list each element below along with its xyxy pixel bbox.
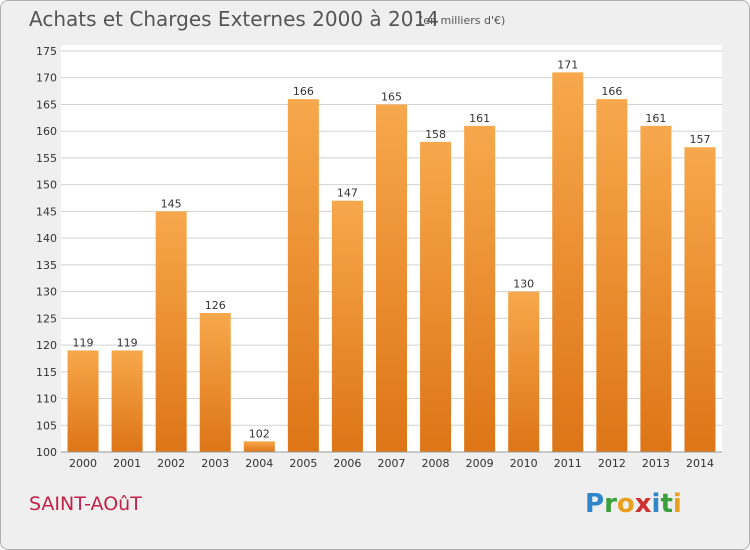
logo-letter: r [604, 489, 617, 519]
logo-letter: i [672, 489, 682, 519]
y-tick-label: 120 [36, 339, 57, 352]
chart-subtitle: (en milliers d'€) [419, 14, 506, 27]
data-label-2004: 102 [249, 427, 270, 440]
x-tick-label-2010: 2010 [510, 457, 538, 470]
data-label-2000: 119 [73, 336, 94, 349]
data-label-2005: 166 [293, 85, 314, 98]
x-tick-label-2000: 2000 [69, 457, 97, 470]
y-tick-label: 135 [36, 259, 57, 272]
x-tick-label-2002: 2002 [157, 457, 185, 470]
y-tick-label: 175 [36, 45, 57, 58]
data-label-2011: 171 [557, 58, 578, 71]
bar-2010 [508, 291, 540, 452]
x-tick-label-2014: 2014 [686, 457, 714, 470]
y-axis-ticks: 100 105 110 115 120 125 130 135 140 145 150 155 160 1… [36, 45, 57, 459]
y-tick-label: 145 [36, 205, 57, 218]
bar-2003 [199, 312, 231, 452]
bar-2012 [596, 99, 628, 453]
x-tick-label-2009: 2009 [466, 457, 494, 470]
x-tick-label-2011: 2011 [554, 457, 582, 470]
logo-letter: o [616, 489, 635, 519]
y-tick-label: 155 [36, 152, 57, 165]
data-label-2008: 158 [425, 128, 446, 141]
bar-2001 [111, 350, 143, 452]
y-tick-label: 160 [36, 125, 57, 138]
y-tick-label: 125 [36, 312, 57, 325]
x-tick-label-2007: 2007 [378, 457, 406, 470]
bar-2013 [640, 125, 672, 452]
chart-title: Achats et Charges Externes 2000 à 2014 [29, 7, 439, 31]
y-tick-label: 150 [36, 179, 57, 192]
x-axis-ticks: 2000 2001 2002 2003 2004 2005 2006 2007 2008 2009… [69, 457, 714, 470]
commune-name: SAINT-AOûT [29, 493, 142, 515]
data-label-2009: 161 [469, 112, 490, 125]
bar-2000 [67, 350, 99, 452]
logo-letter: i [651, 489, 661, 519]
proxiti-logo: Proxiti [585, 489, 682, 519]
data-labels: 119 119 145 126 102 166 147 165 158 161 130 171 166 1… [73, 58, 711, 440]
bar-2008 [420, 141, 452, 453]
bar-2011 [552, 72, 584, 453]
y-tick-label: 110 [36, 393, 57, 406]
data-label-2013: 161 [645, 112, 666, 125]
y-tick-label: 165 [36, 98, 57, 111]
x-tick-label-2003: 2003 [201, 457, 229, 470]
y-tick-label: 100 [36, 446, 57, 459]
logo-letter: t [660, 489, 673, 519]
x-tick-label-2005: 2005 [289, 457, 317, 470]
data-label-2007: 165 [381, 90, 402, 103]
y-tick-label: 140 [36, 232, 57, 245]
x-tick-label-2008: 2008 [422, 457, 450, 470]
logo-letter: x [634, 489, 652, 519]
bar-2004 [243, 441, 275, 452]
bar-2007 [376, 104, 407, 452]
data-label-2002: 145 [161, 197, 182, 210]
x-tick-label-2001: 2001 [113, 457, 141, 470]
x-tick-label-2013: 2013 [642, 457, 670, 470]
bar-2014 [684, 147, 716, 453]
logo-letter: P [585, 489, 605, 519]
data-label-2006: 147 [337, 187, 358, 200]
data-label-2001: 119 [117, 336, 138, 349]
bar-2002 [155, 211, 187, 452]
data-label-2014: 157 [689, 133, 710, 146]
y-tick-label: 105 [36, 419, 57, 432]
x-tick-label-2004: 2004 [245, 457, 273, 470]
bars [67, 72, 716, 453]
x-tick-label-2012: 2012 [598, 457, 626, 470]
y-tick-label: 130 [36, 286, 57, 299]
data-label-2003: 126 [205, 299, 226, 312]
bar-2006 [331, 200, 363, 452]
bar-2009 [464, 125, 496, 452]
data-label-2010: 130 [513, 278, 534, 291]
bar-2005 [287, 99, 319, 453]
x-tick-label-2006: 2006 [333, 457, 361, 470]
y-tick-label: 170 [36, 72, 57, 85]
data-label-2012: 166 [601, 85, 622, 98]
y-tick-label: 115 [36, 366, 57, 379]
